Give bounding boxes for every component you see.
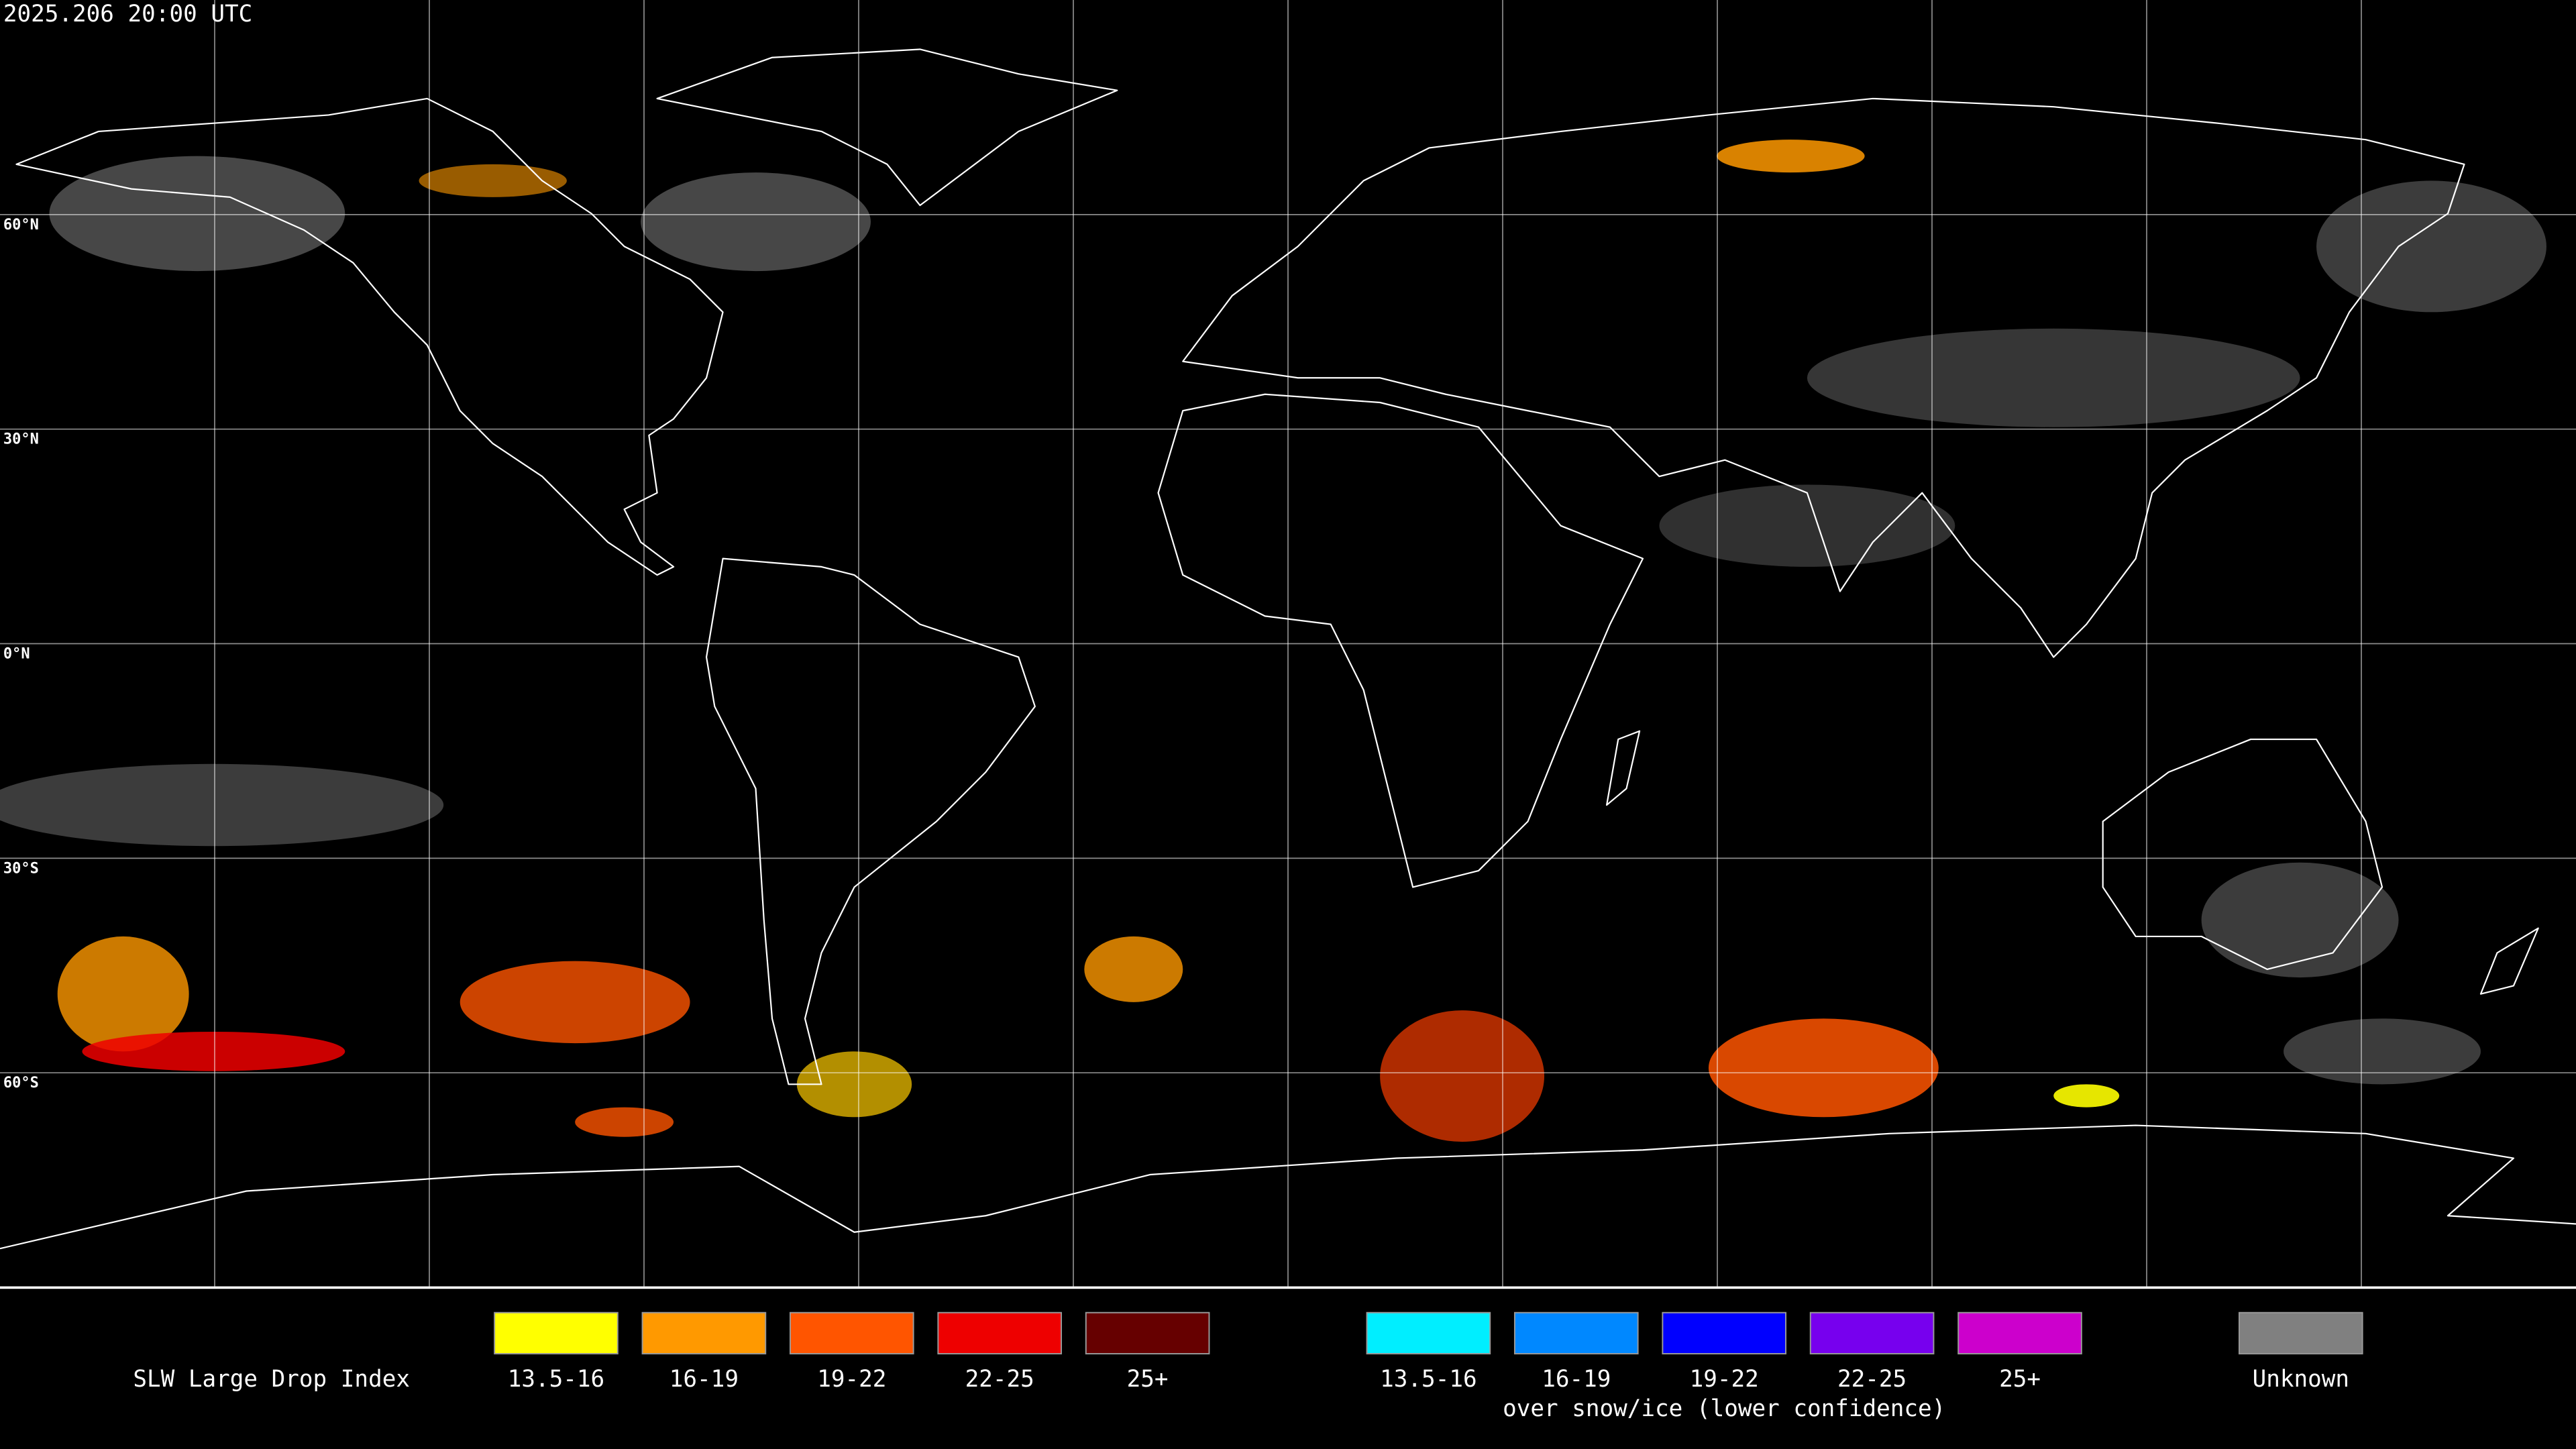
legend-swatch bbox=[641, 1311, 767, 1354]
cloud bbox=[49, 156, 345, 272]
legend-swatch bbox=[1085, 1311, 1210, 1354]
latitude-label: 60°S bbox=[3, 1075, 39, 1091]
cloud bbox=[2201, 862, 2399, 978]
latitude-label: 60°N bbox=[3, 217, 39, 233]
legend-label: 13.5-16 bbox=[1380, 1366, 1477, 1393]
legend: 13.5-16 16-19 19-22 22-25 25+ 13.5-16 16-19 19-… bbox=[494, 1311, 2363, 1422]
legend-swatch bbox=[1809, 1311, 1935, 1354]
legend-swatch bbox=[1513, 1311, 1639, 1354]
latitude-label: 30°S bbox=[3, 860, 39, 877]
legend-swatch bbox=[789, 1311, 914, 1354]
cloud bbox=[1084, 936, 1183, 1002]
coastline bbox=[2102, 738, 2383, 970]
legend-label: 16-19 bbox=[1542, 1366, 1611, 1393]
cloud bbox=[575, 1107, 674, 1137]
coastline bbox=[15, 97, 724, 576]
cloud bbox=[57, 936, 189, 1052]
cloud bbox=[460, 961, 690, 1044]
coastline bbox=[1182, 97, 2465, 658]
cloud bbox=[1659, 484, 1955, 567]
legend-swatch bbox=[494, 1311, 619, 1354]
legend-label: 25+ bbox=[1999, 1366, 2041, 1393]
legend-label: 25+ bbox=[1127, 1366, 1169, 1393]
legend-label: 19-22 bbox=[817, 1366, 886, 1393]
cloud bbox=[796, 1051, 912, 1118]
legend-caption: over snow/ice (lower confidence) bbox=[1503, 1395, 1945, 1422]
graticule: 60°N 30°N 0°N 30°S 60°S bbox=[0, 0, 2576, 1287]
legend-label: 16-19 bbox=[669, 1366, 739, 1393]
cloud bbox=[1807, 328, 2300, 427]
cloud bbox=[641, 172, 871, 272]
cloud bbox=[2284, 1018, 2481, 1085]
legend-title: SLW Large Drop Index bbox=[133, 1366, 410, 1393]
coastline bbox=[705, 557, 1036, 1085]
latitude-label: 0°N bbox=[3, 646, 30, 663]
legend-label: 13.5-16 bbox=[508, 1366, 604, 1393]
legend-swatch bbox=[1957, 1311, 2082, 1354]
cloud bbox=[1717, 140, 1865, 173]
latitude-label: 30°N bbox=[3, 431, 39, 448]
map-border bbox=[0, 1286, 2576, 1289]
legend-swatch bbox=[937, 1311, 1063, 1354]
legend-label: 22-25 bbox=[1837, 1366, 1907, 1393]
coastline bbox=[1606, 730, 1641, 806]
legend-swatch bbox=[2238, 1311, 2363, 1354]
coastline bbox=[2479, 927, 2539, 995]
legend-swatch bbox=[1662, 1311, 1787, 1354]
cloud bbox=[2053, 1084, 2120, 1108]
cloud bbox=[1380, 1010, 1545, 1142]
coastline bbox=[0, 1124, 2576, 1250]
legend-swatch bbox=[1366, 1311, 1491, 1354]
legend-label: Unknown bbox=[2253, 1366, 2349, 1393]
cloud bbox=[419, 164, 567, 197]
legend-label: 19-22 bbox=[1690, 1366, 1759, 1393]
timestamp: 2025.206 20:00 UTC bbox=[3, 1, 252, 28]
coastline bbox=[656, 48, 1118, 207]
legend-label: 22-25 bbox=[965, 1366, 1034, 1393]
cloud bbox=[0, 763, 444, 847]
cloud bbox=[82, 1031, 345, 1071]
cloud bbox=[2316, 180, 2546, 313]
cloud bbox=[1708, 1018, 1939, 1118]
